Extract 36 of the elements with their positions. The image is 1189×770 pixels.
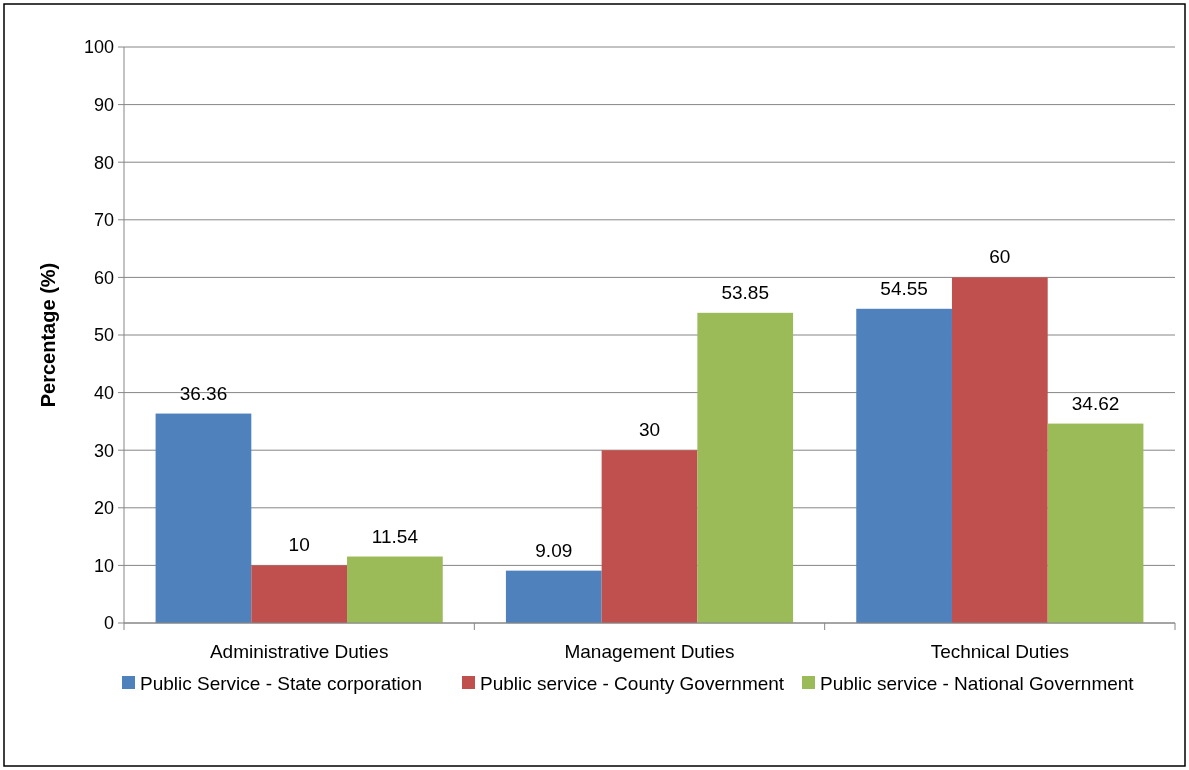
legend-label: Public service - County Government (480, 672, 785, 694)
bar (601, 450, 698, 623)
bar (1047, 423, 1144, 623)
y-tick-label: 40 (93, 382, 114, 403)
y-axis-title: Percentage (%) (37, 262, 59, 408)
bar (951, 277, 1048, 623)
y-tick-label: 100 (83, 37, 114, 58)
data-label: 54.55 (880, 277, 928, 299)
bar (347, 556, 443, 623)
data-label: 30 (638, 419, 661, 441)
data-label: 60 (989, 246, 1011, 268)
y-tick-label: 0 (103, 613, 114, 634)
y-tick-label: 60 (93, 267, 114, 288)
data-label: 9.09 (535, 539, 573, 561)
y-tick-label: 30 (93, 440, 114, 461)
x-tick-label: Management Duties (564, 641, 735, 662)
data-label: 10 (288, 534, 310, 556)
data-label: 11.54 (371, 525, 419, 547)
y-tick-label: 90 (93, 94, 114, 115)
y-tick-label: 10 (93, 555, 114, 576)
y-tick-label: 50 (93, 325, 114, 346)
bar (251, 565, 348, 623)
y-tick-label: 80 (93, 152, 114, 173)
bar (856, 308, 952, 623)
x-tick-label: Administrative Duties (209, 641, 389, 662)
y-tick-label: 20 (93, 498, 114, 519)
y-tick-label: 70 (93, 210, 114, 231)
data-label: 53.85 (721, 281, 769, 303)
legend-label: Public service - National Government (820, 672, 1135, 694)
bar (505, 570, 602, 623)
x-tick-label: Technical Duties (930, 641, 1070, 662)
bar (697, 312, 794, 623)
bar (155, 413, 252, 623)
data-label: 36.36 (179, 382, 228, 404)
legend-label: Public Service - State corporation (140, 672, 422, 694)
data-label: 34.62 (1071, 392, 1120, 414)
